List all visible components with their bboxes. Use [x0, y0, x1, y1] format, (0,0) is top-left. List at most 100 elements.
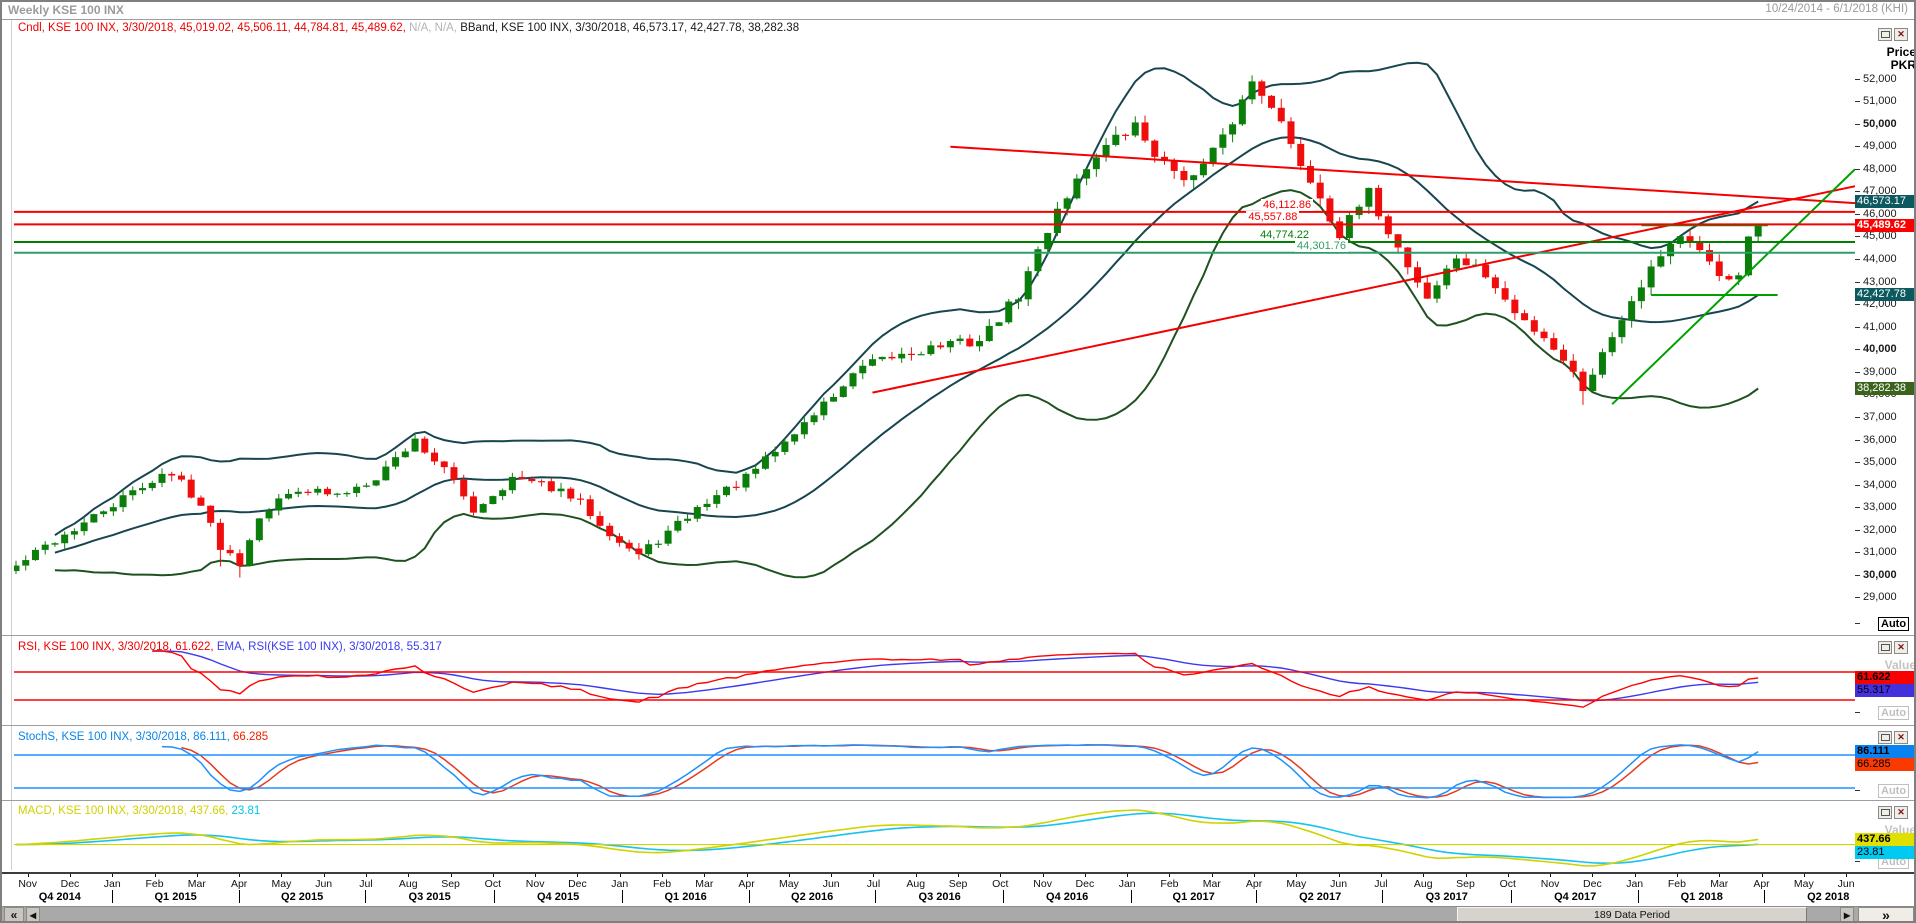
level-price-label: 46,112.86 [1260, 198, 1314, 211]
candle-body [1637, 287, 1645, 302]
candle-body [1423, 282, 1431, 299]
candle-body [100, 511, 108, 515]
candle-body [596, 516, 604, 526]
price-tick-label: 44,000 [1863, 253, 1897, 266]
price-axis-tag: 46,573.17 [1855, 194, 1914, 208]
month-label: Feb [145, 878, 164, 890]
axis-unit-label: Price [1886, 45, 1916, 59]
scroll-left-button[interactable]: ◂ [26, 907, 40, 921]
month-label: Jun [315, 878, 333, 890]
candle-body [158, 473, 166, 483]
panel-close-button[interactable]: ✕ [1894, 806, 1908, 819]
auto-scale-button[interactable]: Auto [1878, 617, 1910, 631]
horizontal-scrollbar[interactable]: « ◂ 189 Data Period ▸ » [2, 906, 1914, 921]
trendline[interactable] [950, 145, 1855, 205]
price-tick [1855, 326, 1860, 328]
candle-body [937, 345, 945, 348]
panel-window-buttons: ✕ [1878, 641, 1908, 654]
axis-tick [1855, 623, 1860, 624]
candle-body [392, 457, 400, 467]
candle-body [1268, 95, 1276, 108]
price-tick-label: 52,000 [1863, 72, 1897, 85]
scroll-far-right-button[interactable]: » [1858, 907, 1914, 921]
candle-body [1657, 256, 1665, 267]
legend-segment: N/A, N/A, [409, 22, 461, 34]
candle-body [703, 503, 711, 508]
candle-body [314, 488, 322, 493]
month-label: Dec [60, 878, 80, 890]
candle-body [343, 493, 351, 495]
panel-close-button[interactable]: ✕ [1894, 731, 1908, 744]
candle-body [469, 496, 477, 513]
candle-body [1122, 134, 1130, 136]
month-tick [831, 874, 833, 877]
candle-body [946, 341, 954, 348]
candle-body [557, 488, 565, 492]
candle-body [22, 560, 30, 566]
candle-body [1735, 275, 1743, 280]
month-tick [1423, 874, 1425, 877]
month-tick [1507, 874, 1509, 877]
price-tick-label: 34,000 [1863, 478, 1897, 491]
month-label: Dec [1583, 878, 1602, 890]
panel-restore-button[interactable] [1878, 731, 1892, 744]
panel-close-button[interactable]: ✕ [1894, 28, 1908, 41]
quarter-boundary-tick [622, 890, 624, 903]
quarter-label: Q2 2017 [1299, 891, 1342, 903]
candle-body [1511, 299, 1519, 314]
candle-body [985, 325, 993, 342]
candle-body [285, 493, 293, 499]
restore-icon [1880, 734, 1890, 741]
panel-restore-button[interactable] [1878, 28, 1892, 41]
month-tick [408, 874, 410, 877]
panel-close-button[interactable]: ✕ [1894, 641, 1908, 654]
candle-body [606, 525, 614, 537]
candle-body [1433, 285, 1441, 299]
auto-scale-button[interactable]: Auto [1878, 706, 1910, 720]
candle-body [1190, 175, 1198, 181]
candle-body [129, 490, 137, 496]
candle-body [800, 422, 808, 435]
month-label: Mar [187, 878, 206, 890]
quarter-boundary-tick [875, 890, 877, 903]
quarter-boundary-tick [1131, 890, 1133, 903]
candle-body [1112, 134, 1120, 145]
month-label: May [271, 878, 292, 890]
quarter-label: Q2 2016 [791, 891, 834, 903]
month-label: Oct [484, 878, 502, 890]
trendline[interactable] [872, 185, 1855, 394]
candle-body [654, 543, 662, 545]
legend-segment: StochS, KSE 100 INX, 3/30/2018, 86.111, [18, 731, 234, 743]
panel-restore-button[interactable] [1878, 806, 1892, 819]
quarter-boundary-tick [1764, 890, 1765, 903]
candle-body [1521, 313, 1529, 321]
candle-body [431, 452, 439, 462]
series-line [54, 136, 1759, 554]
legend-segment: MACD, KSE 100 INX, 3/30/2018, 437.66, [18, 805, 232, 817]
scroll-right-button[interactable]: ▸ [1840, 907, 1854, 921]
scrollbar-thumb[interactable]: 189 Data Period [1457, 907, 1807, 921]
candle-body [684, 518, 692, 521]
candle-body [187, 479, 195, 498]
candle-body [1628, 301, 1636, 321]
quarter-boundary-tick [112, 890, 114, 903]
month-label: Apr [738, 878, 755, 890]
candle-body [1034, 249, 1042, 272]
quarter-label: Q2 2018 [1807, 891, 1850, 903]
candle-body [1744, 236, 1752, 276]
auto-scale-button[interactable]: Auto [1878, 784, 1910, 798]
panel-restore-button[interactable] [1878, 641, 1892, 654]
scroll-far-left-button[interactable]: « [4, 907, 24, 921]
price-tick-label: 40,000 [1863, 343, 1897, 356]
titlebar-divider [2, 19, 1914, 20]
candle-body [1404, 247, 1412, 268]
month-tick [958, 874, 960, 877]
candle-body [119, 495, 127, 508]
left-frame-line [11, 20, 12, 870]
month-tick [1296, 874, 1298, 877]
month-tick [1338, 874, 1340, 877]
month-tick [1676, 874, 1678, 877]
trendline[interactable] [1611, 168, 1855, 405]
candle-body [148, 482, 156, 489]
